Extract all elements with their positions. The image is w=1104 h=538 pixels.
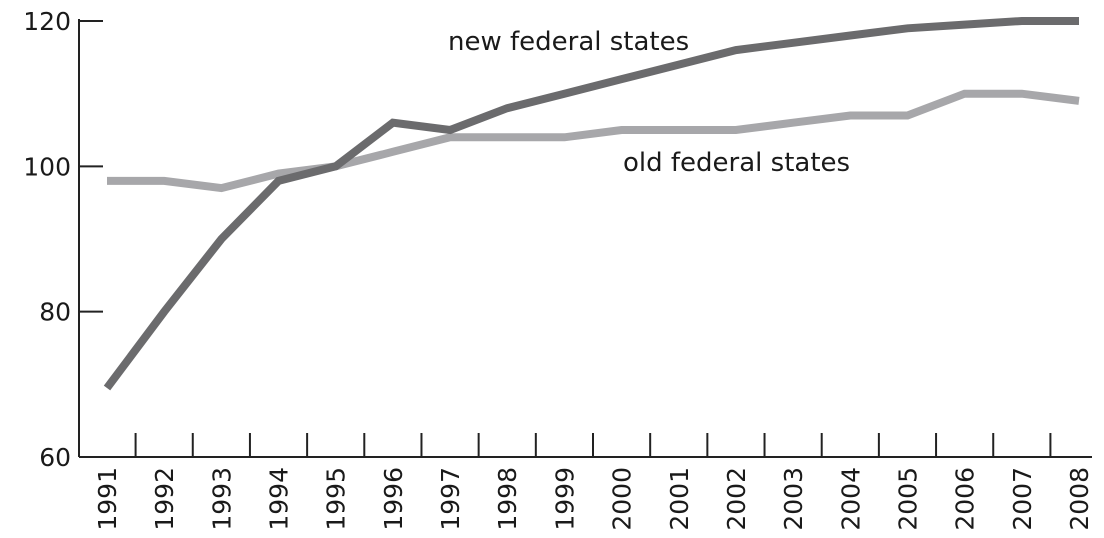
x-tick-label: 1993 bbox=[207, 467, 236, 531]
x-tick-label: 2004 bbox=[836, 467, 865, 531]
series-label-old-federal-states: old federal states bbox=[623, 148, 850, 178]
series-lines bbox=[103, 17, 1080, 391]
x-tick-label: 2007 bbox=[1008, 467, 1037, 531]
x-tick-label: 2006 bbox=[951, 467, 980, 531]
x-tick-label: 1999 bbox=[550, 467, 579, 531]
series-label-new-federal-states: new federal states bbox=[448, 27, 689, 57]
x-tick-label: 1994 bbox=[265, 467, 294, 531]
x-tick-label: 1996 bbox=[379, 467, 408, 531]
x-tick-label: 2002 bbox=[722, 467, 751, 531]
y-tick-label: 80 bbox=[39, 298, 71, 327]
x-tick-label: 2005 bbox=[893, 467, 922, 531]
x-ticks: 1991 1992 1993 1994 1995 1996 1997 1998 1999 2000… bbox=[93, 433, 1094, 531]
y-ticks: 60 80 100 120 bbox=[23, 7, 103, 472]
x-tick-label: 1997 bbox=[436, 467, 465, 531]
axes bbox=[78, 19, 1092, 458]
x-tick-label: 2000 bbox=[608, 467, 637, 531]
x-tick-label: 1995 bbox=[322, 467, 351, 531]
x-tick-label: 1992 bbox=[150, 467, 179, 531]
series-line-new-federal-states bbox=[103, 17, 1079, 391]
x-tick-label: 1991 bbox=[93, 467, 122, 531]
x-tick-label: 2001 bbox=[665, 467, 694, 531]
x-tick-label: 2008 bbox=[1065, 467, 1094, 531]
series-line-old-federal-states bbox=[107, 89, 1080, 193]
series-labels: new federal states old federal states bbox=[448, 27, 850, 178]
y-tick-label: 60 bbox=[39, 443, 71, 472]
y-tick-label: 120 bbox=[23, 7, 71, 36]
x-tick-label: 1998 bbox=[493, 467, 522, 531]
x-tick-label: 2003 bbox=[779, 467, 808, 531]
y-tick-label: 100 bbox=[23, 152, 71, 181]
